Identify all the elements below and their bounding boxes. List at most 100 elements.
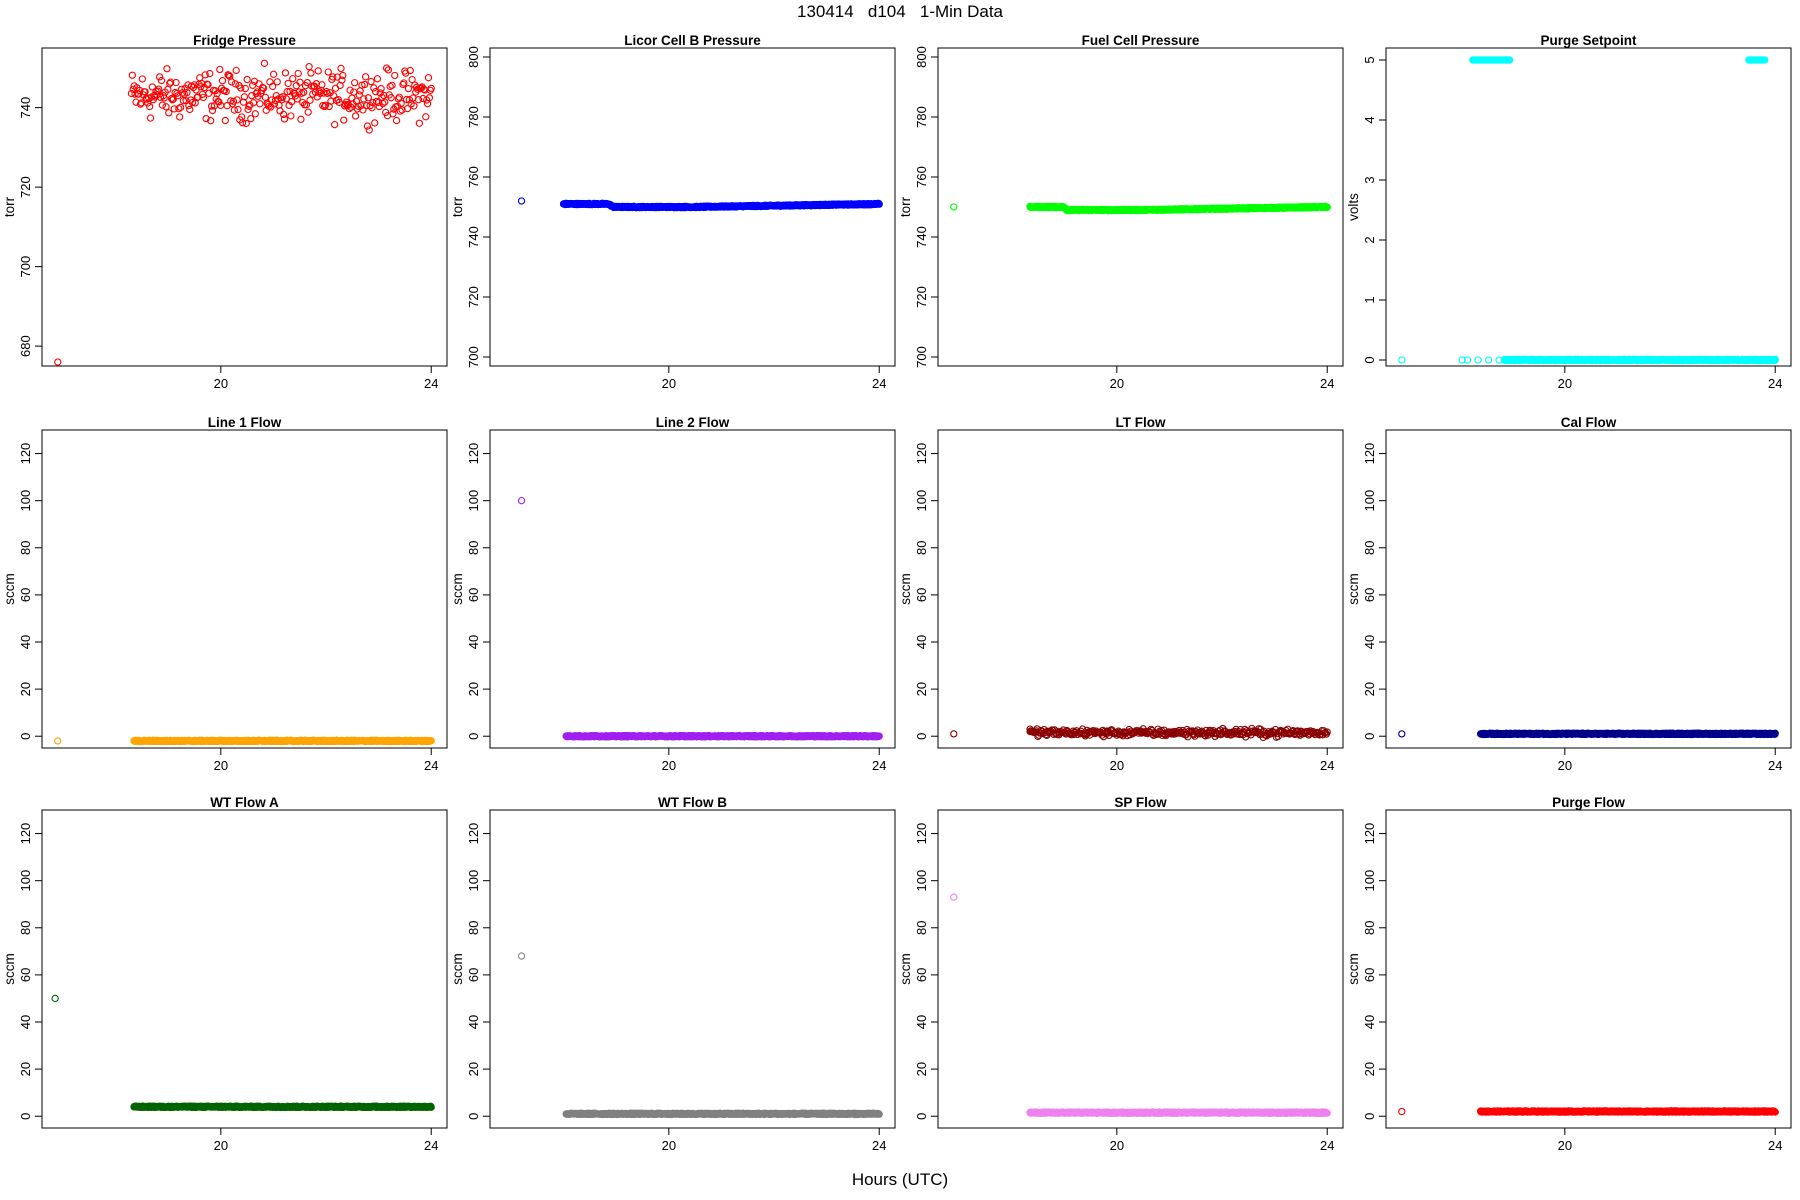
data-point [351,112,360,120]
data-point [269,70,278,78]
data-point [234,105,242,114]
data-point [559,200,568,208]
data-point [330,121,339,129]
data-point [303,78,311,87]
data-point [165,109,173,117]
data-point [287,112,295,120]
data-point [403,104,412,113]
data-point [229,97,238,105]
data-point [339,71,347,80]
data-point [377,85,385,93]
data-point [270,100,279,108]
y-tick-label: 760 [914,166,929,188]
y-tick-label: 700 [914,346,929,368]
data-point [381,98,389,106]
data-point [292,82,301,90]
data-point [427,84,435,93]
data-point [188,98,197,107]
y-tick-label: 800 [466,46,481,68]
data-point [370,84,378,92]
data-point [355,91,363,99]
data-point [422,113,430,121]
data-point [255,80,263,88]
data-point [329,73,337,81]
data-point [238,119,247,127]
y-tick-label: 40 [466,635,481,649]
x-tick-label: 24 [1320,376,1334,391]
data-point [131,90,139,98]
panel-title: Line 2 Flow [656,415,730,430]
data-point [256,100,264,108]
data-points [950,202,1331,215]
y-axis-label: sccm [898,573,913,605]
data-point [321,101,330,109]
data-point [148,83,157,91]
data-point [423,100,432,108]
data-point [346,86,354,94]
data-point [231,80,239,88]
data-point [396,107,404,115]
data-point [175,105,183,113]
data-point [357,102,365,110]
data-point [199,93,208,102]
plot-frame [937,429,1344,749]
data-point [163,65,171,73]
data-point [386,82,394,91]
data-point [280,115,289,123]
data-point [405,96,414,104]
data-point [345,104,353,113]
panel-title: Purge Setpoint [1540,33,1637,48]
y-axis-label: torr [2,196,17,217]
plot-frame [1385,47,1792,367]
data-point [371,88,380,96]
data-point [128,71,136,79]
data-point [216,65,224,74]
x-tick-label: 20 [1110,758,1124,773]
y-tick-label: 700 [18,256,33,278]
y-tick-label: 100 [914,490,929,512]
data-point [318,81,326,89]
data-point [314,67,322,75]
data-point [517,197,526,205]
data-point [251,110,259,118]
y-tick-label: 0 [1362,733,1377,740]
data-point [950,730,958,738]
data-point [172,78,180,87]
data-point [400,79,408,87]
data-point [1398,356,1406,364]
data-point [1026,203,1034,211]
panel-title: Cal Flow [1561,415,1617,430]
data-point [233,96,241,104]
data-point [404,84,413,93]
data-point [376,89,384,97]
data-point [204,81,212,89]
data-point [202,114,210,123]
data-point [1323,203,1331,211]
data-point [197,83,205,91]
y-tick-label: 20 [914,682,929,696]
y-axis-label: sccm [450,573,465,605]
data-point [391,71,399,80]
data-point [138,75,147,83]
data-point [155,85,163,93]
data-point [408,75,416,84]
data-points [517,197,883,212]
data-point [243,75,251,84]
data-point [232,66,240,75]
data-point [279,93,287,101]
data-point [247,114,255,123]
data-point [351,79,359,87]
y-tick-label: 120 [18,443,33,465]
data-point [162,103,170,111]
x-tick-label: 20 [662,758,676,773]
data-point [218,77,227,85]
panel-title: LT Flow [1116,415,1166,430]
y-tick-label: 80 [18,541,33,555]
y-tick-label: 80 [466,541,481,555]
data-point [373,75,382,83]
y-tick-label: 100 [466,490,481,512]
data-point [183,88,191,97]
data-point [201,71,209,79]
data-point [320,102,329,111]
